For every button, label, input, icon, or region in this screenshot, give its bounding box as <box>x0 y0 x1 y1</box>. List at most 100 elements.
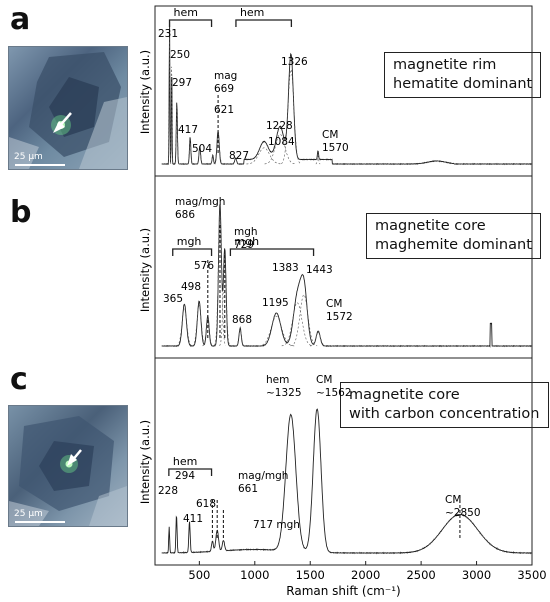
peak-label-b-686: mag/mgh <box>175 196 225 208</box>
peak-label-c-2850: CM <box>445 494 461 506</box>
x-tick-label: 1000 <box>240 568 269 582</box>
annotation-box-a: magnetite rim hematite dominant <box>384 52 542 98</box>
peak-label-a-1570: CM <box>322 129 338 141</box>
spectrum-b <box>161 204 533 348</box>
peak-label-b-1443: 1443 <box>306 264 333 276</box>
peak-label-b-1572: CM <box>326 298 342 310</box>
peak-label-c-618: 618 <box>196 498 216 510</box>
scale-bar-a <box>15 164 65 166</box>
peak-label-a-1326: 1326 <box>281 56 308 68</box>
micrograph-a-texture <box>9 52 127 169</box>
x-axis-label: Raman shift (cm⁻¹) <box>286 584 400 598</box>
bracket-label-b-1: mgh <box>177 235 202 248</box>
spectrum-c <box>161 408 533 555</box>
fit-component-a <box>246 147 282 165</box>
fit-component-b <box>176 307 193 347</box>
peak-label-a-504: 504 <box>192 143 212 155</box>
annotation-a-line1: magnetite rim <box>393 57 497 73</box>
peak-label-c-294: 294 <box>175 470 195 482</box>
peak-label-b-498: 498 <box>181 281 201 293</box>
peak-label-a-669: mag <box>214 70 237 82</box>
fit-component-b <box>213 217 226 346</box>
bracket-label-a-1: hem <box>174 6 198 19</box>
annotation-box-b: magnetite core maghemite dominant <box>366 213 541 259</box>
bracket-label-b-2: mgh <box>234 235 259 248</box>
x-tick-label: 3500 <box>517 568 546 582</box>
x-tick-label: 2000 <box>351 568 380 582</box>
peak-label-b-1572: 1572 <box>326 311 353 323</box>
peak-label-c-661: 661 <box>238 483 258 495</box>
annotation-c-line1: magnetite core <box>349 387 460 403</box>
peak-label-c-717: 717 mgh <box>253 519 300 531</box>
peak-label-b-729: 729 <box>234 239 254 251</box>
fit-component-a <box>232 158 240 165</box>
plot-frame-c <box>154 357 533 566</box>
y-axis-label-c: Intensity (a.u.) <box>138 420 152 504</box>
peak-label-a-827: 827 <box>229 150 249 162</box>
peak-label-a-621: 621 <box>214 104 234 116</box>
fit-component-b <box>290 294 318 347</box>
bracket-label-a-2: hem <box>240 6 264 19</box>
fit-component-a <box>196 146 203 165</box>
peak-label-a-1570: 1570 <box>322 142 349 154</box>
annotation-b-line2: maghemite dominant <box>375 237 532 253</box>
peak-label-c-2850: ~2850 <box>445 507 481 519</box>
scale-bar-c <box>15 521 65 523</box>
bracket-c-1 <box>168 468 213 476</box>
peak-label-a-297: 297 <box>172 77 192 89</box>
panel-letter-b: b <box>10 195 32 230</box>
panel-letter-a: a <box>10 2 31 37</box>
fit-component-b <box>235 329 245 347</box>
x-tick-label: 1500 <box>296 568 325 582</box>
micrograph-c-texture <box>9 416 127 526</box>
fit-component-a <box>264 134 296 165</box>
spectrum-a <box>161 21 533 166</box>
peak-label-c-1325: ~1325 <box>266 387 302 399</box>
peak-label-a-1084: 1084 <box>268 136 295 148</box>
fit-component-a <box>281 69 301 164</box>
bracket-label-c-1: hem <box>173 455 197 468</box>
x-tick-label: 500 <box>188 568 210 582</box>
annotation-a-line2: hematite dominant <box>393 76 533 92</box>
peak-label-c-1562: ~1562 <box>316 387 352 399</box>
y-axis-label-a: Intensity (a.u.) <box>138 50 152 134</box>
fit-component-b <box>258 316 295 347</box>
peak-label-c-228: 228 <box>158 485 178 497</box>
peak-label-a-1228: 1228 <box>266 120 293 132</box>
fit-component-b <box>281 302 313 347</box>
peak-label-b-1195: 1195 <box>262 297 289 309</box>
fit-component-b <box>310 332 327 347</box>
peak-label-c-1562: CM <box>316 374 332 386</box>
peak-label-a-669: 669 <box>214 83 234 95</box>
peak-label-b-576: 576 <box>194 260 214 272</box>
peak-label-b-729: mgh <box>234 226 258 238</box>
fit-component-a <box>174 107 180 164</box>
peak-label-b-868: 868 <box>232 314 252 326</box>
annotation-box-c: magnetite core with carbon concentration <box>340 382 549 428</box>
annotation-b-line1: magnetite core <box>375 218 486 234</box>
peak-label-c-661: mag/mgh <box>238 470 288 482</box>
micrograph-a: 25 μm <box>8 46 128 170</box>
fit-component-b <box>192 305 207 347</box>
fit-component-b <box>202 318 214 347</box>
peak-label-a-231: 231 <box>158 28 178 40</box>
x-tick-label: 3000 <box>462 568 491 582</box>
fit-component-a <box>213 133 223 165</box>
fit-component-b <box>219 257 231 346</box>
fit-component-a <box>187 138 193 165</box>
peak-label-c-1325: hem <box>266 374 289 386</box>
bracket-a-1 <box>168 19 213 27</box>
peak-label-b-1383: 1383 <box>272 262 299 274</box>
panel-letter-c: c <box>10 362 28 397</box>
peak-label-c-411: 411 <box>183 513 203 525</box>
fit-component-a <box>170 66 174 164</box>
peak-label-b-365: 365 <box>163 293 183 305</box>
annotation-c-line2: with carbon concentration <box>349 406 540 422</box>
y-axis-label-b: Intensity (a.u.) <box>138 228 152 312</box>
fit-component-a <box>315 155 321 165</box>
bracket-a-2 <box>235 19 293 27</box>
scale-label-c: 25 μm <box>14 509 43 519</box>
bracket-b-1 <box>172 248 213 256</box>
peak-label-a-250: 250 <box>170 49 190 61</box>
